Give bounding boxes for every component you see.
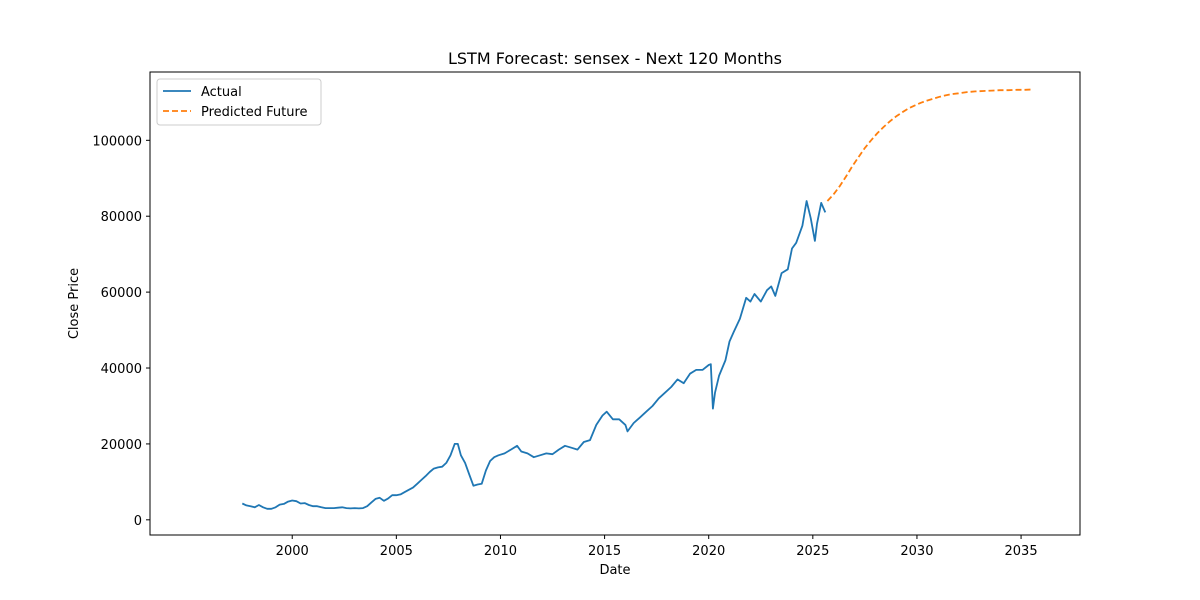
y-tick-label: 80000 — [101, 210, 142, 225]
legend: Actual Predicted Future — [156, 78, 322, 126]
x-tick-label: 2010 — [484, 544, 517, 559]
x-tick-label: 2020 — [692, 544, 725, 559]
y-tick-label: 40000 — [101, 362, 142, 377]
series-line-actual — [241, 200, 827, 510]
y-axis-ticks: 0 20000 40000 60000 80000 100000 — [92, 134, 150, 529]
y-tick-label: 100000 — [92, 134, 142, 149]
x-tick-label: 2005 — [380, 544, 413, 559]
y-tick-label: 0 — [134, 514, 142, 529]
x-tick-label: 2025 — [796, 544, 829, 559]
y-axis-label: Close Price — [67, 268, 82, 339]
x-tick-label: 2015 — [588, 544, 621, 559]
plot-area — [150, 72, 1080, 535]
x-axis-ticks: 2000 2005 2010 2015 2020 2025 2030 2035 — [276, 535, 1038, 559]
legend-box — [156, 78, 322, 126]
chart-title: LSTM Forecast: sensex - Next 120 Months — [448, 49, 782, 68]
y-tick-label: 60000 — [101, 286, 142, 301]
x-tick-label: 2030 — [900, 544, 933, 559]
legend-label: Predicted Future — [201, 105, 308, 120]
x-tick-label: 2000 — [276, 544, 309, 559]
x-axis-label: Date — [599, 563, 630, 578]
y-tick-label: 20000 — [101, 438, 142, 453]
plot-frame — [149, 71, 1081, 536]
x-tick-label: 2035 — [1005, 544, 1038, 559]
legend-label: Actual — [201, 85, 242, 100]
series-line-predicted-future — [826, 88, 1032, 202]
series-layer — [241, 88, 1032, 510]
